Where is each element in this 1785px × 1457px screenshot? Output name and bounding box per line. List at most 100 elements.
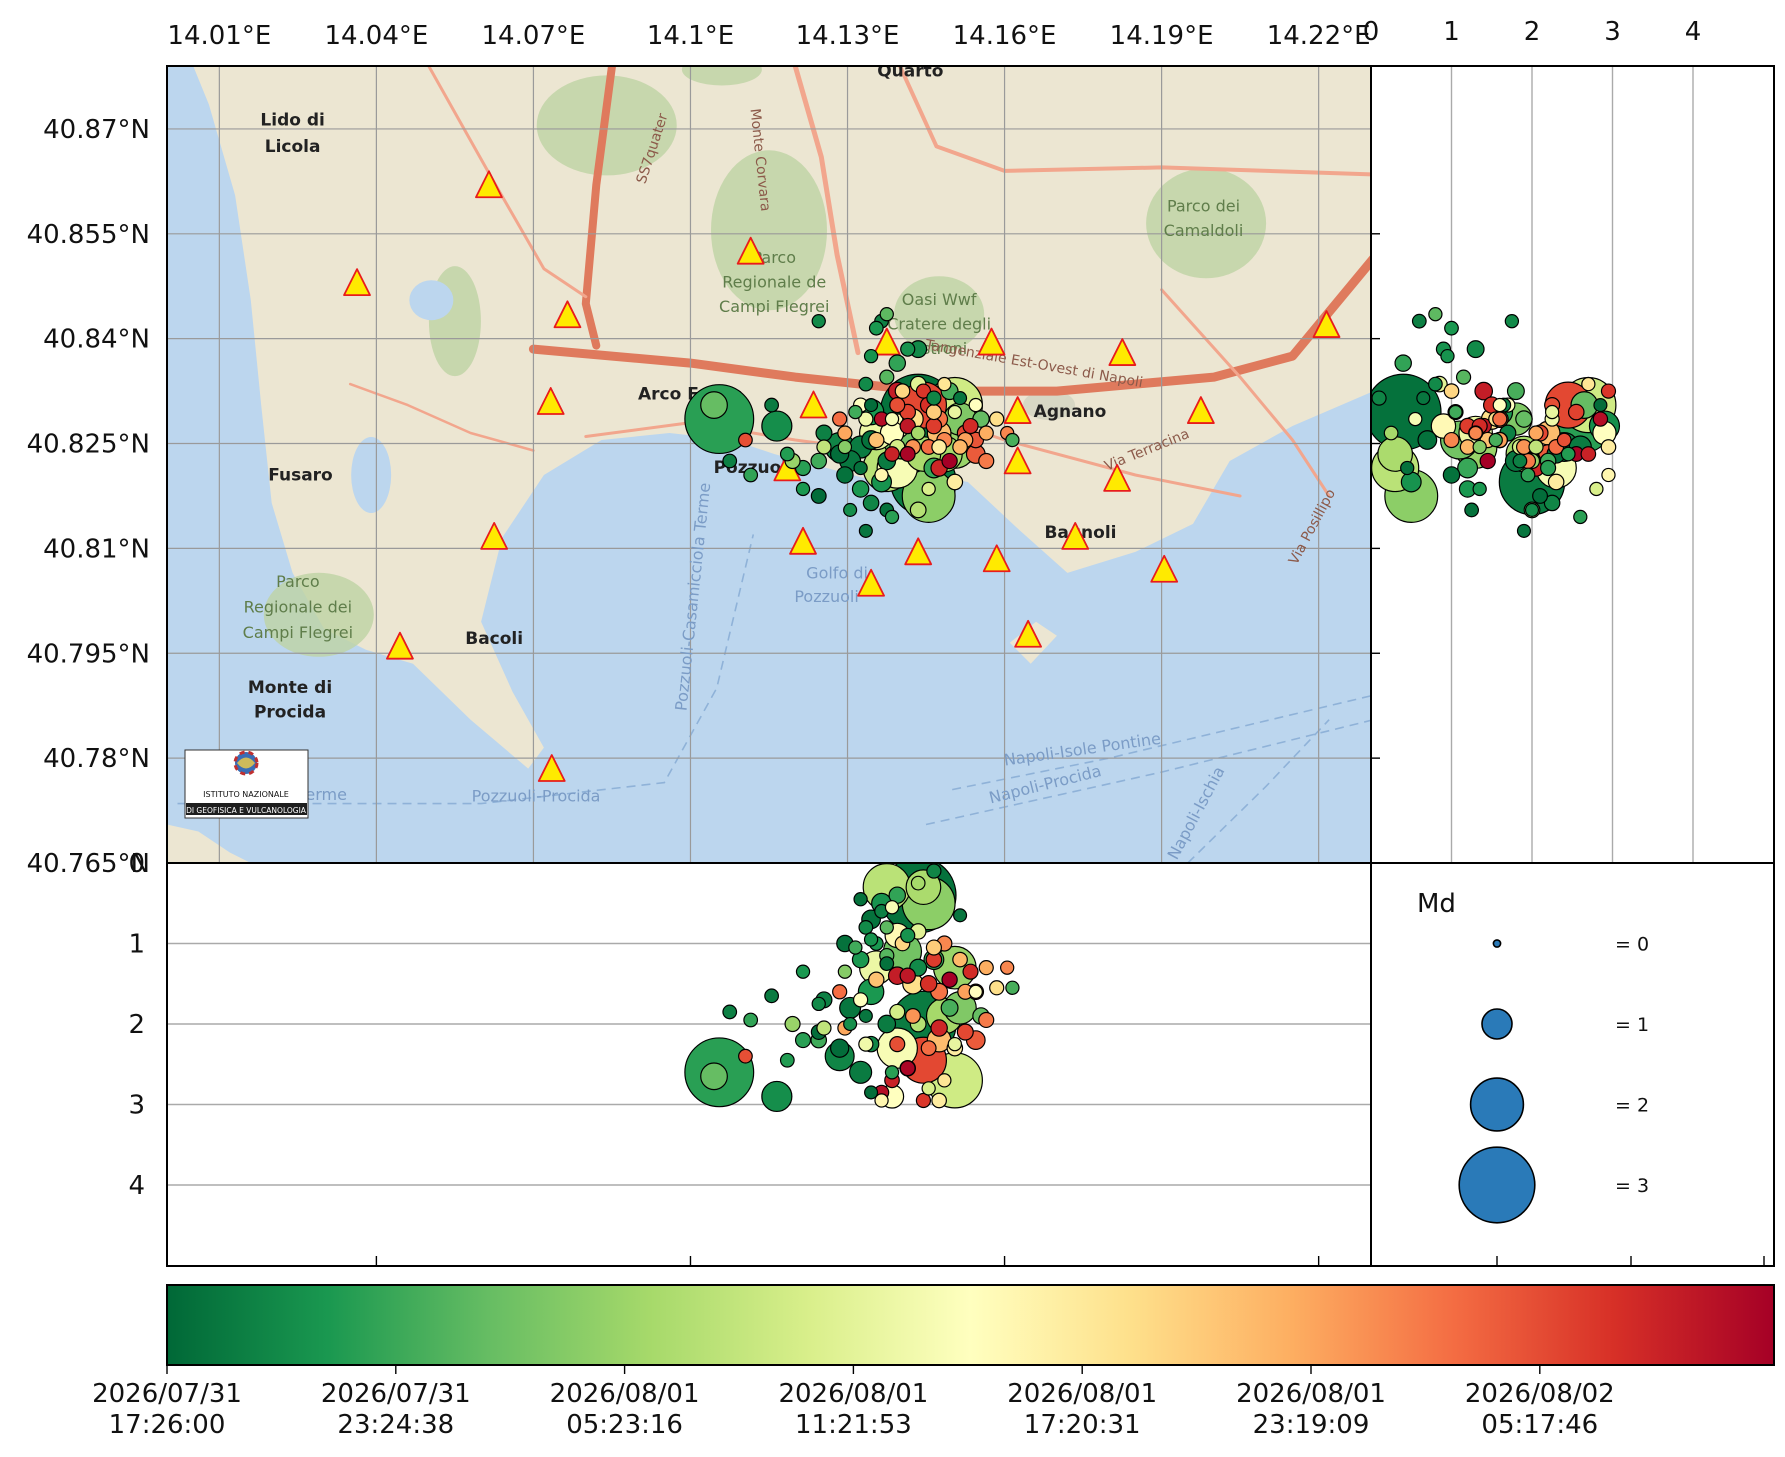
bottom-event-marker <box>947 1036 962 1052</box>
bottom-event-marker <box>700 1062 728 1091</box>
colorbar-tick-time: 05:23:16 <box>566 1410 683 1440</box>
map-event-marker <box>848 404 863 420</box>
bottom-event-marker <box>743 1012 759 1028</box>
station-marker <box>537 754 566 782</box>
bottom-event-marker <box>848 940 863 955</box>
bottom-depth-tick: 1 <box>128 930 145 960</box>
map-place-label: Bacoli <box>465 629 523 649</box>
side-event-marker <box>1474 381 1494 401</box>
side-event-marker <box>1442 466 1461 484</box>
longitude-tick: 14.22°E <box>1267 21 1371 51</box>
latitude-depth-panel: 0 1 2 3 4 <box>1363 17 1775 864</box>
bottom-event-marker <box>921 1081 936 1096</box>
map-event-marker <box>888 354 907 372</box>
station-marker <box>1003 396 1032 424</box>
map-event-marker <box>899 446 916 462</box>
station-marker <box>1312 310 1341 338</box>
map-place-label: Licola <box>265 137 321 157</box>
station-marker <box>553 300 582 329</box>
map-event-marker <box>779 446 795 462</box>
side-event-marker <box>1443 383 1460 399</box>
map-place-label: Quarto <box>877 61 943 81</box>
station-marker <box>1108 338 1137 366</box>
side-event-marker <box>1592 411 1609 427</box>
map-gridlines <box>167 66 1371 863</box>
map-event-marker <box>836 466 854 484</box>
map-place-label: Parco <box>276 572 320 591</box>
longitude-tick: 14.19°E <box>1110 21 1214 51</box>
bottom-event-marker <box>784 1015 801 1033</box>
map-event-marker <box>879 369 895 385</box>
longitude-tick: 14.13°E <box>796 21 900 51</box>
bottom-event-marker <box>848 1060 873 1084</box>
map-event-marker <box>884 509 900 525</box>
longitude-tick: 14.16°E <box>953 21 1057 51</box>
bottom-event-marker <box>761 1080 793 1113</box>
bottom-event-marker <box>864 1085 879 1100</box>
bottom-event-marker <box>1005 980 1020 995</box>
logo-line1: ISTITUTO NAZIONALE <box>203 790 289 799</box>
green-area-north <box>681 66 762 86</box>
side-event-marker <box>1560 446 1576 462</box>
side-events <box>1371 307 1621 538</box>
bottom-depth-tick: 4 <box>128 1171 145 1201</box>
side-event-marker <box>1455 369 1472 385</box>
latitude-tick: 40.78°N <box>43 744 150 774</box>
bottom-event-marker <box>989 980 1005 996</box>
park-campi-flegrei-south <box>263 572 374 657</box>
bottom-event-marker <box>884 900 900 915</box>
map-place-label: Oasi Wwf <box>902 290 977 309</box>
map-event-marker <box>879 307 894 322</box>
bottom-event-marker <box>919 974 938 993</box>
bottom-event-marker <box>926 863 942 879</box>
map-event-marker <box>795 481 811 497</box>
map-place-label: Pozzuoli-Procida <box>472 786 601 805</box>
longitude-tick: 14.1°E <box>647 21 734 51</box>
park-campi-flegrei-north <box>711 150 827 311</box>
map-event-marker <box>810 487 827 504</box>
bottom-event-marker <box>837 964 853 979</box>
map-event-marker <box>910 425 926 441</box>
side-event-marker <box>1589 481 1604 497</box>
lake-fusaro <box>351 436 392 513</box>
map-event-marker <box>837 439 853 455</box>
side-event-marker <box>1468 425 1483 441</box>
agnano-basin <box>1023 390 1076 421</box>
side-event-marker <box>1416 391 1431 406</box>
colorbar-tick-date: 2026/07/31 <box>92 1379 242 1409</box>
side-event-marker <box>1580 446 1597 462</box>
map-event-marker <box>989 411 1005 427</box>
bottom-event-marker <box>832 984 848 1000</box>
map-event-marker <box>947 404 962 420</box>
bottom-event-marker <box>899 967 916 984</box>
bottom-event-marker <box>900 927 916 944</box>
bottom-depth-tick-labels: 0 1 2 3 4 <box>128 849 145 1201</box>
map-event-marker <box>915 383 932 399</box>
bottom-event-marker <box>794 1032 812 1049</box>
map-event-marker <box>931 439 947 455</box>
station-marker <box>982 544 1011 573</box>
bottom-depth-tick: 2 <box>128 1010 145 1040</box>
bottom-event-marker <box>904 1007 921 1024</box>
map-event-marker <box>858 411 874 427</box>
legend-size-marker <box>1458 1146 1536 1224</box>
colorbar-gradient <box>166 1284 1775 1366</box>
ischia-coast <box>167 824 251 863</box>
side-event-marker <box>1466 340 1485 359</box>
bottom-event-marker <box>852 992 869 1008</box>
map-event-marker <box>909 501 927 519</box>
station-marker <box>386 631 414 660</box>
park-astroni <box>894 276 985 353</box>
side-event-marker <box>1532 487 1549 504</box>
colorbar-tick-time: 23:24:38 <box>337 1410 454 1440</box>
map-event-marker <box>962 417 979 435</box>
colorbar-ticks: 2026/07/3117:26:002026/07/3123:24:382026… <box>92 1365 1615 1440</box>
bottom-event-marker <box>889 1036 906 1053</box>
map-event-marker <box>761 410 793 442</box>
colorbar-tick-time: 05:17:46 <box>1481 1410 1598 1440</box>
latitude-tick: 40.825°N <box>27 430 150 460</box>
side-event-marker <box>1528 439 1544 455</box>
map-event-marker <box>953 391 968 406</box>
colorbar-tick-date: 2026/08/02 <box>1465 1379 1615 1409</box>
map-event-marker <box>926 390 942 406</box>
